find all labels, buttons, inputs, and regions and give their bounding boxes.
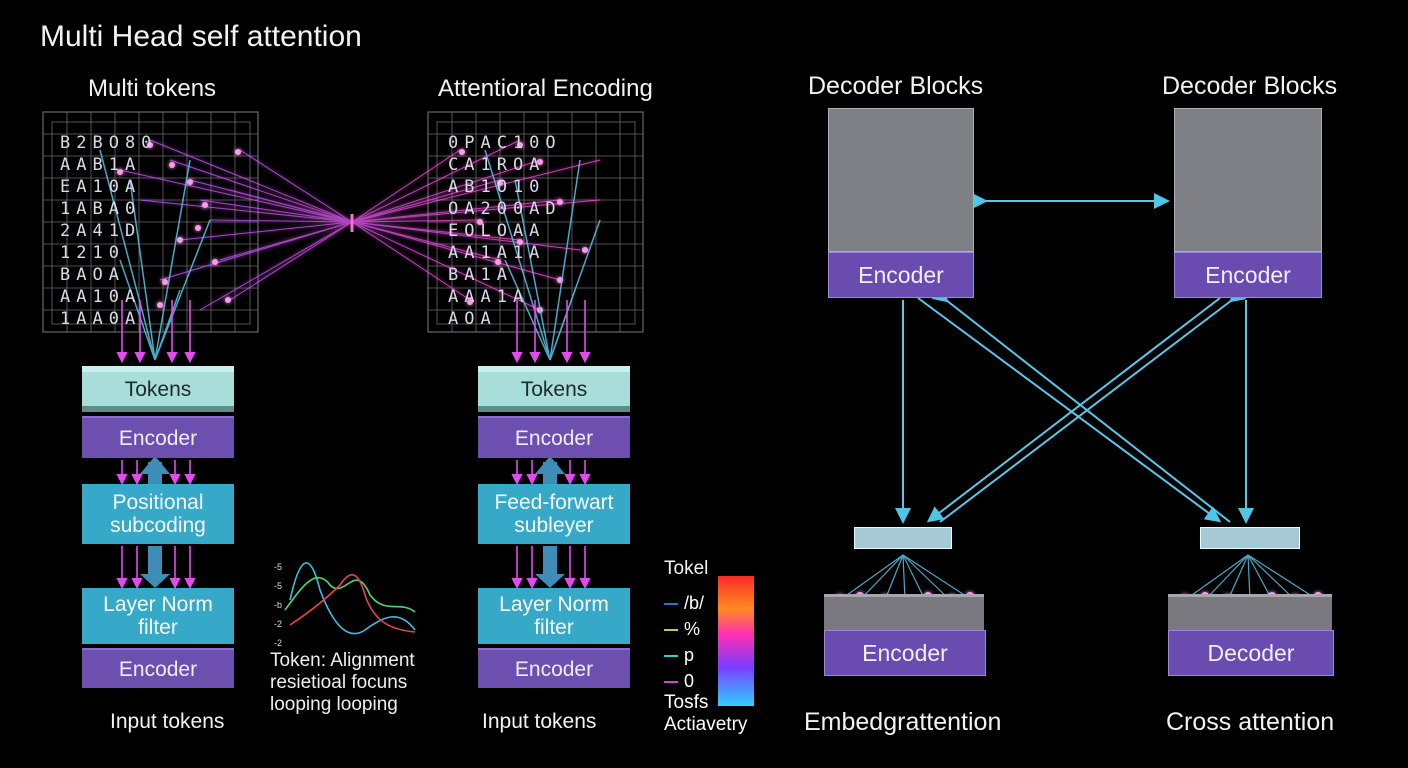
encoder-block: Encoder bbox=[82, 416, 234, 458]
grid-row: 2A41D bbox=[60, 221, 142, 241]
caption-line: Token: Alignment bbox=[270, 650, 415, 671]
mini-chart-ticks: -5 -5 -b -2 -2 bbox=[274, 558, 282, 653]
legend-entry: % bbox=[664, 616, 704, 642]
tick-label: -b bbox=[274, 600, 283, 610]
tick-label: -2 bbox=[274, 619, 283, 629]
grid-row: 0PAC10O bbox=[448, 133, 562, 153]
caption-line: looping looping bbox=[270, 694, 398, 715]
decoder-heading-left: Decoder Blocks bbox=[808, 72, 984, 100]
grid-row: AAB1A bbox=[60, 155, 142, 175]
tick-label: -5 bbox=[274, 581, 283, 591]
colorbar bbox=[718, 576, 754, 706]
grid-row: BAOA bbox=[60, 265, 125, 285]
grid-row: B2BO80 bbox=[60, 133, 158, 153]
encoder-block: Encoder bbox=[478, 416, 630, 458]
decoder-heading-right: Decoder Blocks bbox=[1162, 72, 1338, 100]
caption-left: Embedgrattention bbox=[804, 708, 1002, 736]
page-title: Multi Head self attention bbox=[40, 20, 362, 53]
grid-row: CA1ROA bbox=[448, 155, 546, 175]
grid-row: EOLOAA bbox=[448, 221, 546, 241]
mini-chart-caption: Token: Alignment resietioal focuns loopi… bbox=[270, 650, 415, 716]
platform-left bbox=[824, 594, 984, 633]
legend-footer-line: Tosfs bbox=[664, 692, 709, 713]
panel2-footer: Input tokens bbox=[482, 710, 597, 733]
grid-row: 1ABA0 bbox=[60, 199, 142, 219]
connector-right bbox=[1200, 527, 1300, 549]
encoder-block-bottom: Encoder bbox=[82, 648, 234, 688]
panel1-footer: Input tokens bbox=[110, 710, 225, 733]
caption-line: resietioal focuns bbox=[270, 672, 408, 693]
connector-left bbox=[854, 527, 952, 549]
grid-row: EA10A bbox=[60, 177, 142, 197]
encoder-block-bottom: Encoder bbox=[478, 648, 630, 688]
grid-row: OA200AD bbox=[448, 199, 562, 219]
grid-row: AOA bbox=[448, 309, 497, 329]
grid-row: AA10A bbox=[60, 287, 142, 307]
grid-row: AAA1A bbox=[448, 287, 530, 307]
legend-footer: Tosfs Actiavetry bbox=[664, 692, 747, 736]
tick-label: -5 bbox=[274, 562, 283, 572]
tokens-block: Tokens bbox=[82, 366, 234, 412]
positional-subcoding-block: Positional subcoding bbox=[82, 484, 234, 544]
grid-letters-right: 0PAC10O CA1ROA AB1O10 OA200AD EOLOAA AA1… bbox=[448, 132, 638, 330]
grid-row: 1AA0A bbox=[60, 309, 142, 329]
legend-entry: p bbox=[664, 642, 704, 668]
caption-right: Cross attention bbox=[1166, 708, 1335, 736]
grid-letters-left: B2BO80 AAB1A EA10A 1ABA0 2A41D 1210 BAOA… bbox=[60, 132, 250, 330]
mini-line-chart bbox=[284, 562, 416, 635]
decoder-block-left bbox=[828, 108, 974, 252]
token-dots bbox=[117, 142, 588, 313]
grid-row: AB1O10 bbox=[448, 177, 546, 197]
decoder-encoder-left: Encoder bbox=[828, 252, 974, 298]
legend-entry: /b/ bbox=[664, 590, 704, 616]
legend-entry: 0 bbox=[664, 668, 704, 694]
panel1-heading: Multi tokens bbox=[88, 75, 217, 102]
layer-norm-block: Layer Norm filter bbox=[478, 588, 630, 644]
grid-row: AA1A1A bbox=[448, 243, 546, 263]
legend-title: Tokel bbox=[664, 558, 709, 579]
bottom-encoder-block: Encoder bbox=[824, 630, 986, 676]
layer-norm-block: Layer Norm filter bbox=[82, 588, 234, 644]
tokens-block: Tokens bbox=[478, 366, 630, 412]
grid-row: BA1A bbox=[448, 265, 513, 285]
decoder-encoder-right: Encoder bbox=[1174, 252, 1322, 298]
decoder-block-right bbox=[1174, 108, 1322, 252]
legend-footer-line: Actiavetry bbox=[664, 714, 748, 735]
bottom-decoder-block: Decoder bbox=[1168, 630, 1334, 676]
tick-label: -2 bbox=[274, 638, 283, 648]
panel2-heading: Attentioral Encoding bbox=[438, 75, 653, 102]
grid-row: 1210 bbox=[60, 243, 125, 263]
platform-right bbox=[1168, 594, 1332, 633]
feed-forward-block: Feed-forwart subleyer bbox=[478, 484, 630, 544]
legend: /b/ % p 0 bbox=[664, 590, 704, 694]
